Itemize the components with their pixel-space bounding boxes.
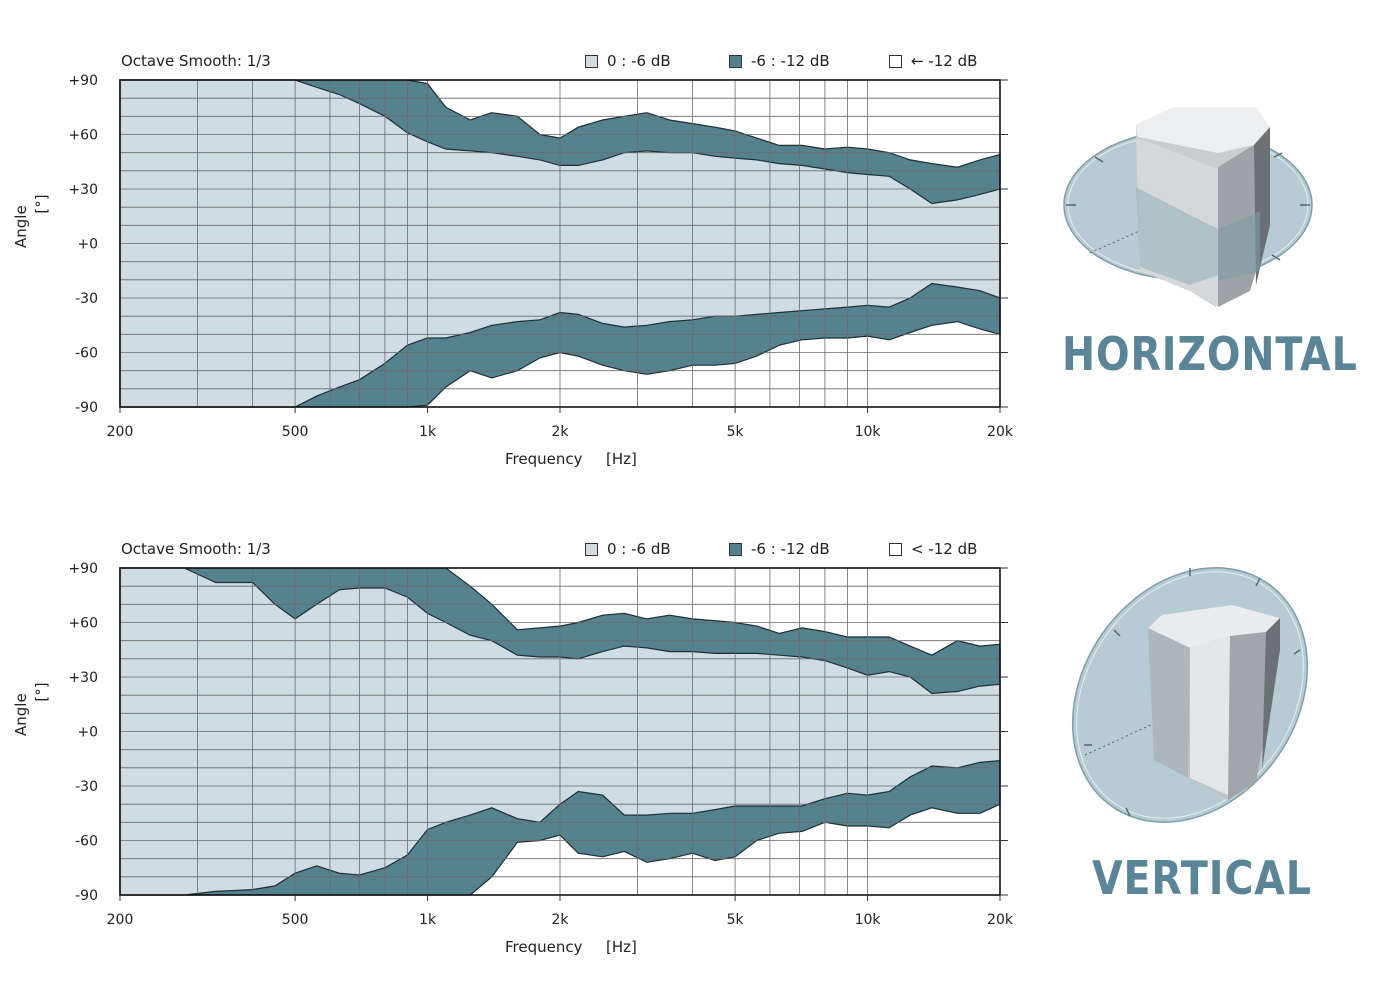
x-tick-label: 200	[107, 912, 134, 928]
octave-smooth-label: Octave Smooth: 1/3	[121, 540, 271, 558]
y-tick-label: +0	[77, 237, 98, 253]
grid-lines	[120, 568, 1000, 895]
y-axis-label: Angle	[12, 693, 30, 736]
y-tick-label: +90	[68, 561, 98, 577]
x-axis-label: Frequency	[505, 450, 583, 468]
x-tick-label: 5k	[727, 424, 745, 440]
legend-label: 0 : -6 dB	[607, 52, 671, 70]
x-axis-unit: [Hz]	[606, 450, 637, 468]
legend-label: -6 : -12 dB	[751, 540, 830, 558]
x-tick-label: 2k	[551, 912, 569, 928]
x-axis-unit: [Hz]	[606, 938, 637, 956]
y-tick-label: +60	[68, 616, 98, 632]
y-tick-label: -30	[75, 779, 98, 795]
speaker-vertical-dispersion-icon	[1071, 567, 1309, 823]
y-axis-unit: [°]	[32, 682, 51, 702]
vertical-chart-svg: +90 +60 +30 +0 -30 -60 -90 200 500 1k 2k 5k 10k 20k	[68, 561, 1014, 928]
horizontal-dispersion-chart: +90 +60 +30 +0 -30 -60 -90 200 500 1k 2k 5k 10k 20k O…	[0, 20, 1040, 500]
x-tick-label: 2k	[551, 424, 569, 440]
horizontal-title: HORIZONTAL	[1062, 327, 1358, 381]
y-tick-label: -90	[75, 400, 98, 416]
legend-swatch-white	[889, 54, 902, 68]
octave-smooth-label: Octave Smooth: 1/3	[121, 52, 271, 70]
legend-swatch-dark	[729, 542, 742, 556]
legend-swatch-dark	[729, 54, 742, 68]
legend-swatch-white	[889, 542, 902, 556]
legend-label: -6 : -12 dB	[751, 52, 830, 70]
legend-item-6-12db: -6 : -12 dB	[729, 540, 830, 558]
y-axis-label: Angle	[12, 205, 30, 248]
x-axis-label: Frequency	[505, 938, 583, 956]
x-tick-label: 10k	[855, 912, 882, 928]
legend-item-0-6db: 0 : -6 dB	[585, 52, 671, 70]
legend-item-below-12db: ← -12 dB	[889, 52, 977, 70]
grid-lines	[120, 80, 1000, 407]
legend-swatch-light	[585, 54, 598, 68]
x-tick-label: 1k	[419, 912, 437, 928]
x-tick-label: 1k	[419, 424, 437, 440]
legend-item-6-12db: -6 : -12 dB	[729, 52, 830, 70]
vertical-dispersion-chart: +90 +60 +30 +0 -30 -60 -90 200 500 1k 2k 5k 10k 20k O…	[0, 508, 1040, 988]
legend-label: 0 : -6 dB	[607, 540, 671, 558]
x-tick-label: 5k	[727, 912, 745, 928]
legend-item-0-6db: 0 : -6 dB	[585, 540, 671, 558]
legend-swatch-light	[585, 542, 598, 556]
legend-label: < -12 dB	[911, 540, 978, 558]
legend-label: ← -12 dB	[911, 52, 978, 70]
x-tick-label: 20k	[987, 424, 1014, 440]
x-tick-label: 500	[282, 912, 309, 928]
y-tick-label: +60	[68, 128, 98, 144]
x-tick-label: 20k	[987, 912, 1014, 928]
y-tick-label: +0	[77, 725, 98, 741]
y-tick-label: -30	[75, 291, 98, 307]
y-axis-unit: [°]	[32, 194, 51, 214]
y-tick-label: -60	[75, 834, 98, 850]
y-tick-label: -90	[75, 888, 98, 904]
x-tick-label: 200	[107, 424, 134, 440]
horizontal-chart-svg: +90 +60 +30 +0 -30 -60 -90 200 500 1k 2k 5k 10k 20k	[68, 73, 1014, 440]
y-tick-label: +90	[68, 73, 98, 89]
x-tick-label: 10k	[855, 424, 882, 440]
legend-item-below-12db: < -12 dB	[889, 540, 977, 558]
y-tick-label: +30	[68, 182, 98, 198]
y-tick-label: -60	[75, 346, 98, 362]
y-tick-label: +30	[68, 670, 98, 686]
x-tick-label: 500	[282, 424, 309, 440]
speaker-horizontal-dispersion-icon	[1063, 107, 1313, 307]
vertical-title: VERTICAL	[1092, 851, 1312, 905]
